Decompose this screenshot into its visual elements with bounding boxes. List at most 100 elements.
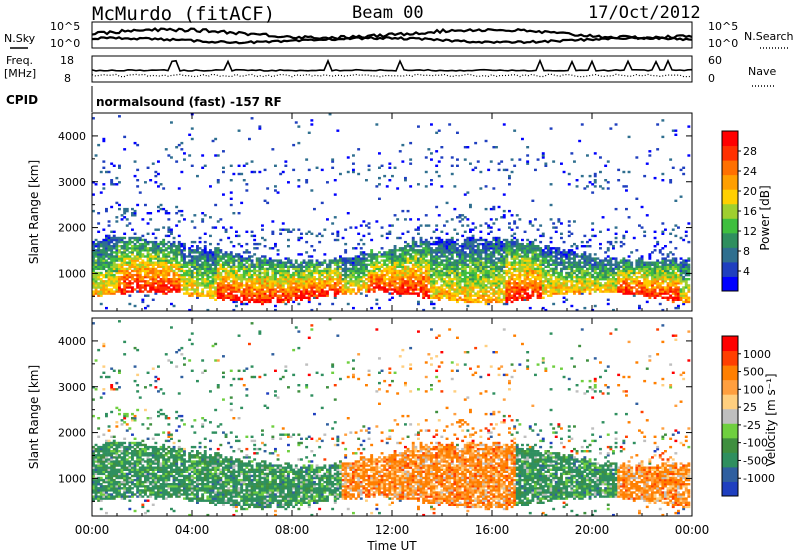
power-cell <box>118 115 121 117</box>
power-cell <box>287 284 290 286</box>
power-cell <box>331 167 334 169</box>
power-cell <box>487 233 490 235</box>
power-cell <box>435 247 438 249</box>
power-cell <box>108 171 111 173</box>
power-cell <box>165 255 168 257</box>
power-cell <box>443 290 446 292</box>
power-cell <box>368 233 371 235</box>
power-cell <box>123 208 126 210</box>
power-cell <box>154 264 157 266</box>
power-cell <box>516 274 519 276</box>
power-cell <box>154 241 157 243</box>
power-cell <box>253 299 256 301</box>
power-cell <box>401 270 404 272</box>
power-cell <box>388 224 391 226</box>
power-cell <box>186 255 189 257</box>
power-cell <box>495 237 498 239</box>
power-cell <box>565 268 568 270</box>
power-cell <box>511 171 514 173</box>
power-cell <box>464 231 467 233</box>
power-cell <box>118 280 121 282</box>
power-cell <box>425 290 428 292</box>
power-cell <box>365 257 368 259</box>
power-cell <box>472 235 475 237</box>
power-cell <box>336 130 339 132</box>
power-cell <box>264 284 267 286</box>
power-cell <box>136 255 139 257</box>
power-cell <box>355 268 358 270</box>
power-cell <box>477 255 480 257</box>
power-cell <box>394 214 397 216</box>
power-cell <box>212 284 215 286</box>
power-cell <box>547 295 550 297</box>
power-cell <box>589 239 592 241</box>
power-cell <box>573 160 576 162</box>
power-cell <box>472 245 475 247</box>
power-cell <box>108 241 111 243</box>
power-cell <box>628 270 631 272</box>
power-cell <box>490 226 493 228</box>
power-cell <box>368 165 371 167</box>
power-cell <box>407 249 410 251</box>
power-cell <box>495 274 498 276</box>
power-cell <box>274 274 277 276</box>
power-cell <box>448 274 451 276</box>
power-cell <box>131 237 134 239</box>
power-cell <box>505 245 508 247</box>
power-cell <box>126 245 129 247</box>
power-cell <box>222 150 225 152</box>
power-cell <box>274 165 277 167</box>
power-cell <box>264 257 267 259</box>
power-cell <box>180 210 183 212</box>
power-cell <box>222 268 225 270</box>
power-cell <box>378 268 381 270</box>
power-cell <box>305 284 308 286</box>
power-cell <box>409 278 412 280</box>
power-cell <box>485 278 488 280</box>
power-cell <box>591 257 594 259</box>
power-cell <box>245 303 248 305</box>
power-cell <box>498 262 501 264</box>
power-cell <box>188 262 191 264</box>
power-cell <box>360 247 363 249</box>
power-cell <box>604 251 607 253</box>
power-cell <box>628 136 631 138</box>
power-cell <box>282 222 285 224</box>
power-cell <box>266 278 269 280</box>
power-cell <box>420 270 423 272</box>
power-cell <box>178 284 181 286</box>
power-cell <box>212 270 215 272</box>
power-cell <box>620 274 623 276</box>
power-cell <box>615 272 618 274</box>
power-cell <box>550 290 553 292</box>
power-cell <box>256 278 259 280</box>
power-cell <box>448 295 451 297</box>
power-cell <box>529 220 532 222</box>
power-cell <box>136 179 139 181</box>
power-cell <box>628 264 631 266</box>
power-cell <box>123 290 126 292</box>
power-cell <box>310 290 313 292</box>
power-cell <box>477 160 480 162</box>
power-cell <box>134 278 137 280</box>
power-cell <box>178 286 181 288</box>
power-cell <box>110 255 113 257</box>
power-cell <box>199 270 202 272</box>
power-cell <box>524 290 527 292</box>
power-cell <box>240 295 243 297</box>
power-cell <box>417 233 420 235</box>
power-cell <box>347 303 350 305</box>
power-cell <box>162 280 165 282</box>
power-cell <box>576 179 579 181</box>
power-cell <box>277 297 280 299</box>
power-cell <box>217 278 220 280</box>
power-cell <box>115 247 118 249</box>
power-cell <box>448 264 451 266</box>
power-cell <box>482 297 485 299</box>
power-cell <box>560 268 563 270</box>
power-cell <box>446 239 449 241</box>
power-cell <box>435 274 438 276</box>
power-cell <box>108 237 111 239</box>
power-cell <box>576 247 579 249</box>
power-cell <box>550 274 553 276</box>
